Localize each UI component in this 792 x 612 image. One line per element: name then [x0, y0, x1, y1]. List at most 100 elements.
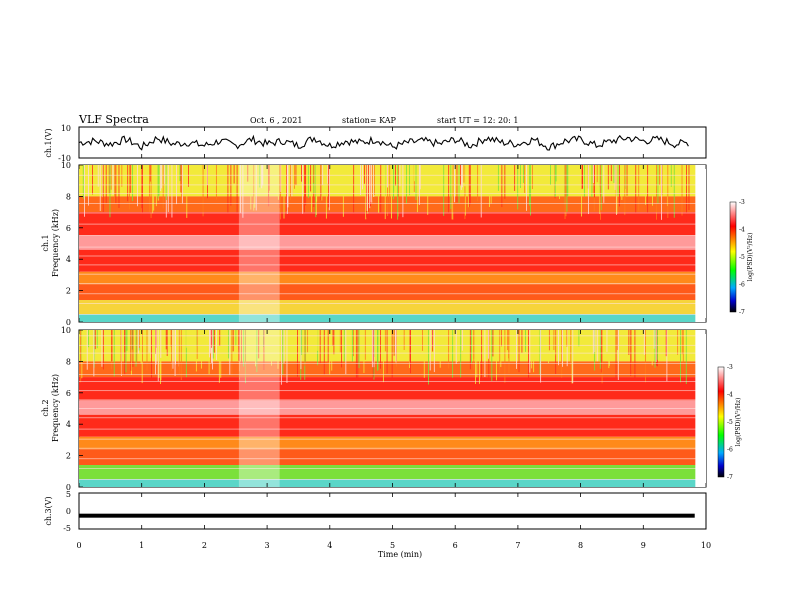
spectrogram-streak — [520, 165, 521, 188]
spectrogram-streak — [372, 165, 373, 201]
spectrogram-streak — [419, 165, 421, 190]
spectrogram-streak — [581, 165, 583, 190]
spectrogram-streak — [161, 165, 163, 189]
spectrogram-streak — [686, 165, 687, 217]
x-tick-label: 3 — [265, 541, 270, 550]
spectrogram-streak — [355, 330, 357, 385]
spectrogram-streak — [663, 330, 664, 355]
spectrogram-streak — [315, 165, 317, 215]
spectrogram-streak — [151, 330, 152, 383]
spectrogram-streak — [360, 165, 361, 195]
spectrogram-band — [79, 284, 706, 301]
spectrogram-streak — [654, 330, 656, 368]
spectrogram-streak — [291, 165, 293, 197]
spectrogram-streak — [130, 165, 132, 193]
spectrogram-streak — [321, 165, 323, 201]
spectrogram-line — [79, 184, 706, 186]
ch1-colorbar — [729, 201, 737, 313]
spectrogram-streak — [301, 165, 302, 182]
spectrogram-streak — [332, 330, 334, 346]
spectrogram-streak — [155, 330, 157, 365]
spectrogram-streak — [456, 165, 458, 203]
spectrogram-streak — [484, 330, 486, 378]
spectrogram-streak — [423, 330, 425, 378]
spectrogram-streak — [302, 165, 304, 214]
spectrogram-streak — [617, 330, 619, 380]
spectrogram-streak — [243, 330, 244, 367]
spectrogram-line — [79, 438, 706, 440]
spectrogram-streak — [367, 165, 369, 214]
spectrogram-streak — [497, 165, 499, 191]
spectrogram-ytick-label: 10 — [61, 326, 71, 335]
spectrogram-streak — [148, 330, 150, 353]
spectrogram-streak — [131, 330, 133, 350]
x-tick-label: 7 — [515, 541, 520, 550]
spectrogram-streak — [665, 330, 667, 357]
spectrogram-streak — [213, 165, 214, 194]
spectrogram-streak — [387, 165, 389, 216]
spectrogram-streak — [167, 165, 169, 212]
spectrogram-streak — [331, 330, 333, 371]
spectrogram-streak — [211, 330, 213, 347]
spectrogram-streak — [488, 330, 490, 385]
spectrogram-streak — [320, 165, 322, 201]
spectrogram-line — [79, 408, 706, 409]
spectrogram-streak — [508, 330, 510, 374]
spectrogram-streak — [328, 165, 330, 211]
spectrogram-streak — [460, 165, 462, 191]
spectrogram-streak — [465, 165, 466, 216]
spectrogram-streak — [584, 330, 586, 354]
spectrogram-streak — [533, 330, 535, 373]
spectrogram-streak — [420, 330, 422, 357]
spectrogram-ytick-label: 6 — [66, 224, 71, 233]
spectrogram-streak — [555, 330, 557, 374]
spectrogram-streak — [97, 165, 99, 187]
spectrogram-streak — [685, 330, 687, 384]
spectrogram-streak — [146, 330, 148, 371]
figure-title: VLF Spectra — [78, 113, 149, 126]
spectrogram-streak — [301, 330, 303, 355]
spectrogram-line — [79, 283, 706, 285]
spectrogram-streak — [585, 330, 587, 357]
spectrogram-streak — [667, 165, 669, 218]
colorbar-tick-label: -6 — [739, 282, 745, 289]
spectrogram-streak — [592, 330, 594, 354]
spectrogram-streak — [86, 330, 88, 370]
spectrogram-streak — [452, 330, 454, 378]
spectrogram-streak — [455, 330, 457, 365]
spectrogram-streak — [109, 165, 111, 218]
spectrogram-streak — [358, 330, 360, 369]
spectrogram-streak — [127, 165, 129, 202]
spectrogram-streak — [364, 330, 366, 360]
spectrogram-streak — [287, 165, 289, 208]
ch1-waveform-trace — [78, 134, 689, 151]
spectrogram-streak — [647, 165, 649, 219]
spectrogram-band — [79, 271, 706, 285]
spectrogram-streak — [539, 330, 541, 376]
spectrogram-streak — [351, 330, 353, 362]
spectrogram-streak — [290, 165, 292, 200]
spectrogram-streak — [413, 165, 415, 182]
spectrogram-streak — [491, 330, 493, 381]
spectrogram-streak — [258, 330, 260, 359]
spectrogram-line — [79, 203, 706, 204]
spectrogram-streak — [186, 165, 188, 218]
spectrogram-streak — [606, 330, 608, 352]
spectrogram-streak — [242, 165, 244, 218]
spectrogram-streak — [490, 165, 492, 204]
spectrogram-streak — [175, 165, 177, 205]
spectrogram-streak — [393, 330, 395, 356]
spectrogram-streak — [294, 165, 296, 189]
spectrogram-line — [79, 264, 706, 266]
spectrogram-streak — [137, 165, 139, 207]
spectrogram-streak — [377, 330, 379, 371]
spectrogram-streak — [422, 330, 423, 351]
spectrogram-ytick-label: 2 — [66, 287, 71, 296]
colorbar-tick-label: -3 — [727, 364, 733, 371]
spectrogram-streak — [118, 165, 120, 208]
spectrogram-streak — [651, 330, 653, 366]
ch3-ytick-bottom: -5 — [63, 524, 71, 533]
spectrogram-streak — [316, 165, 318, 202]
ch3-waveform-trace — [79, 513, 695, 518]
spectrogram-streak — [655, 330, 657, 362]
